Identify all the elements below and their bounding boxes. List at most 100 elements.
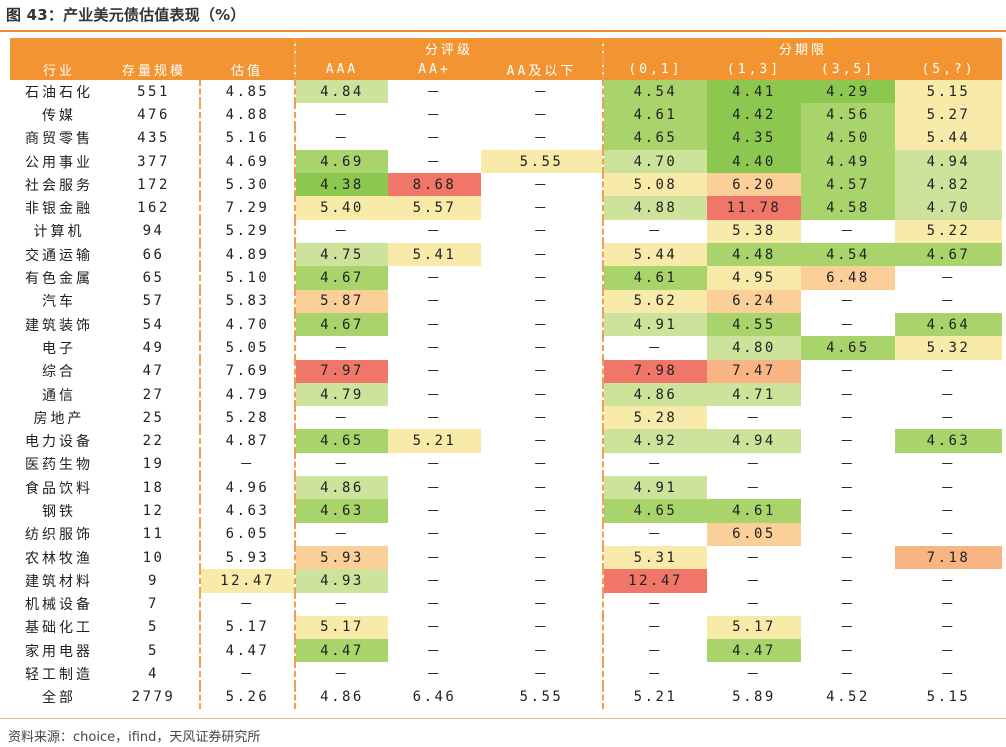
- cell-count: 476: [137, 106, 170, 123]
- cell-valuation: 7.69: [199, 359, 295, 383]
- cell-rating-aa-below: －: [533, 84, 550, 101]
- table-row: 传媒 476 4.88 －－－ 4.61 4.42 4.56 5.27: [10, 103, 1003, 127]
- cell-term-1-3: －: [745, 410, 763, 427]
- table-row: 社会服务 172 5.30 4.38 8.68 － 5.08 6.20 4.57 4.82: [10, 173, 1003, 197]
- cell-valuation: 5.83: [199, 289, 295, 313]
- cell-valuation: 4.79: [199, 382, 295, 407]
- cell-term-3-5: 4.29: [801, 80, 895, 104]
- cell-valuation: 4.96: [199, 476, 295, 500]
- cell-valuation: 5.29: [199, 219, 295, 244]
- cell-count: 172: [137, 176, 170, 193]
- cell-industry: 有色金属: [25, 271, 93, 288]
- cell-count: 2779: [131, 689, 176, 706]
- header-blank-industry: [10, 38, 108, 59]
- table-row: 家用电器 5 4.47 4.47 －－－ 4.47 －－: [10, 639, 1002, 663]
- cell-industry: 基础化工: [25, 620, 93, 637]
- cell-term-0-1: 4.70: [602, 149, 707, 174]
- cell-valuation: 4.85: [199, 80, 295, 104]
- cell-rating-aa-below: －: [533, 527, 550, 544]
- table-row: 食品饮料 18 4.96 4.86 － － 4.91 － － －: [10, 476, 1002, 500]
- cell-term-5-plus: －: [940, 387, 957, 404]
- cell-rating-aaplus: 5.41: [388, 243, 481, 267]
- cell-term-3-5: 4.57: [801, 173, 895, 197]
- cell-count: 18: [142, 479, 165, 496]
- cell-rating-aaa: 4.93: [294, 569, 388, 593]
- table-header: 分评级 分期限 行业 存量规模 估值 AAA AA+ AA及以下 (0,1] (…: [10, 38, 1003, 80]
- cell-term-3-5: 4.58: [801, 196, 895, 220]
- cell-term-3-5: －: [839, 503, 857, 520]
- cell-rating-aa-below: －: [533, 387, 550, 404]
- cell-term-0-1: －: [602, 522, 707, 546]
- cell-term-5-plus: －: [940, 643, 957, 660]
- cell-term-3-5: 4.54: [801, 243, 895, 267]
- cell-industry: 全部: [42, 690, 76, 707]
- cell-valuation: 5.17: [199, 615, 295, 640]
- cell-term-1-3: 4.94: [707, 429, 801, 453]
- cell-term-5-plus: －: [940, 364, 957, 381]
- cell-rating-aa-below: －: [533, 480, 550, 497]
- cell-term-0-1: －: [602, 639, 707, 663]
- table-row: 房地产 25 5.28 －－－ 5.28 －－－: [10, 406, 1002, 430]
- cell-industry: 计算机: [33, 224, 85, 241]
- cell-count: 5: [148, 619, 159, 636]
- cell-term-1-3: 6.05: [707, 522, 801, 546]
- cell-rating-aa-below: －: [533, 340, 550, 357]
- table-row: 轻工制造 4 －－－－－－－－: [10, 662, 1002, 686]
- cell-term-1-3: 4.47: [707, 639, 801, 663]
- cell-term-3-5: －: [839, 387, 857, 404]
- cell-rating-aaplus: －: [426, 387, 443, 404]
- cell-term-3-5: －: [839, 643, 857, 660]
- cell-count: 11: [142, 526, 165, 543]
- cell-term-0-1: 4.61: [602, 103, 707, 127]
- cell-term-1-3: －: [745, 573, 763, 590]
- cell-term-5-plus: 4.82: [895, 173, 1003, 197]
- cell-rating-aaplus: －: [426, 503, 443, 520]
- cell-industry: 电力设备: [25, 434, 93, 451]
- table-row: 石油石化 551 4.85 4.84 － － 4.54 4.41 4.29 5.15: [10, 80, 1003, 104]
- cell-term-1-3: 4.61: [707, 499, 801, 523]
- cell-term-5-plus: 4.67: [895, 243, 1003, 267]
- cell-term-5-plus: 4.94: [895, 149, 1003, 174]
- header-count: 存量规模: [108, 59, 200, 80]
- cell-count: 25: [142, 409, 165, 426]
- cell-rating-aaa: 5.17: [294, 615, 388, 640]
- cell-rating-aaa: 5.93: [294, 545, 388, 570]
- valuation-table: 分评级 分期限 行业 存量规模 估值 AAA AA+ AA及以下 (0,1] (…: [10, 38, 1003, 710]
- bottom-rule: [0, 718, 1006, 719]
- cell-count: 162: [137, 200, 170, 217]
- header-rating-aaa: AAA: [294, 59, 388, 80]
- cell-term-3-5: －: [839, 410, 857, 427]
- table-row: 钢铁 12 4.63 4.63 － － 4.65 4.61 － －: [10, 499, 1002, 523]
- cell-rating-aaa: －: [294, 336, 388, 360]
- cell-industry: 医药生物: [25, 457, 93, 474]
- cell-rating-aaplus: －: [426, 294, 443, 311]
- cell-term-1-3: 4.40: [707, 149, 801, 174]
- cell-term-3-5: 4.49: [801, 149, 895, 174]
- cell-count: 27: [142, 386, 165, 403]
- cell-term-0-1: －: [602, 662, 707, 686]
- cell-term-1-3: 7.47: [707, 359, 801, 383]
- cell-term-5-plus: －: [940, 410, 957, 427]
- cell-term-3-5: －: [839, 527, 857, 544]
- cell-rating-aaa: 4.75: [294, 243, 388, 267]
- cell-rating-aaplus: －: [426, 597, 443, 614]
- cell-term-1-3: 4.95: [707, 266, 801, 290]
- cell-term-0-1: 4.91: [602, 312, 707, 337]
- table-row-total: 全部 2779 5.26 4.86 6.46 5.55 5.21 5.89 4.52 5.15: [10, 685, 1002, 710]
- cell-count: 9: [148, 572, 159, 589]
- cell-term-0-1: 12.47: [602, 569, 707, 593]
- cell-term-3-5: 4.50: [801, 126, 895, 150]
- cell-count: 377: [137, 153, 170, 170]
- cell-rating-aaplus: －: [426, 131, 443, 148]
- cell-term-3-5: －: [839, 597, 857, 614]
- cell-term-0-1: 7.98: [602, 359, 707, 383]
- cell-term-3-5: －: [839, 620, 857, 637]
- cell-rating-aaa: 4.67: [294, 266, 388, 290]
- cell-rating-aaa: 4.65: [294, 429, 388, 453]
- table-row: 公用事业 377 4.69 4.69 － 5.55 4.70 4.40 4.49 4.94: [10, 149, 1003, 174]
- cell-rating-aa-below: －: [533, 294, 550, 311]
- cell-rating-aa-below: －: [533, 573, 550, 590]
- cell-rating-aa-below: －: [533, 434, 550, 451]
- cell-valuation: －: [199, 592, 295, 616]
- cell-term-1-3: 4.42: [707, 103, 801, 127]
